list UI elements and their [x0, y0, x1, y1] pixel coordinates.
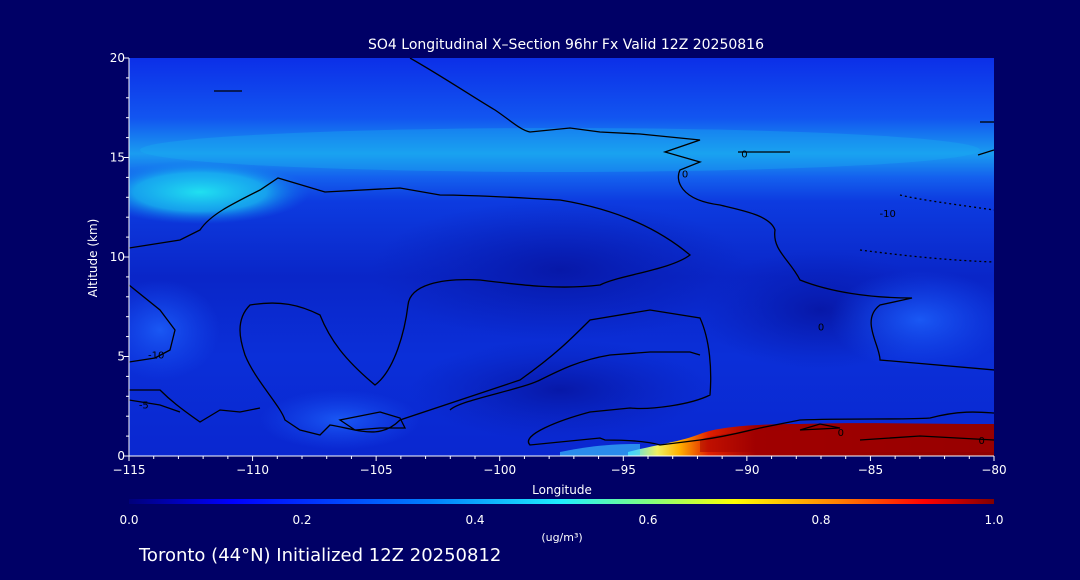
- y-tick-label: 0: [117, 449, 125, 463]
- colorbar-tick-label: 0.4: [465, 513, 484, 527]
- colorbar-tick-label: 0.6: [638, 513, 657, 527]
- y-tick-label: 10: [110, 250, 125, 264]
- contour-label: 0: [741, 150, 747, 161]
- x-tick-label: −95: [611, 463, 636, 477]
- colorbar-tick-label: 1.0: [984, 513, 1003, 527]
- x-tick-label: −90: [734, 463, 759, 477]
- x-tick-label: −105: [360, 463, 393, 477]
- contour-label: 0: [978, 436, 984, 447]
- y-axis-ticks: 0 5 10 15 20: [110, 51, 129, 463]
- concentration-field: [129, 58, 994, 456]
- colorbar-tick-label: 0.0: [119, 513, 138, 527]
- colorbar-label: (ug/m³): [541, 531, 582, 544]
- contour-label: -5: [139, 400, 149, 411]
- colorbar-tick-label: 0.2: [292, 513, 311, 527]
- chart-title: SO4 Longitudinal X–Section 96hr Fx Valid…: [368, 37, 764, 53]
- y-tick-label: 20: [110, 51, 125, 65]
- contour-label: 0: [682, 169, 688, 180]
- x-tick-label: −80: [981, 463, 1006, 477]
- colorbar-ticks: 0.0 0.2 0.4 0.6 0.8 1.0: [119, 513, 1003, 527]
- colorbar-tick-label: 0.8: [811, 513, 830, 527]
- contour-label: -10: [880, 209, 896, 220]
- contour-label: 0: [838, 428, 844, 439]
- chart-subtitle: Toronto (44°N) Initialized 12Z 20250812: [138, 545, 501, 566]
- x-tick-label: −100: [483, 463, 516, 477]
- x-tick-label: −115: [113, 463, 146, 477]
- colorbar: 0.0 0.2 0.4 0.6 0.8 1.0 (ug/m³): [119, 499, 1004, 544]
- x-axis-label: Longitude: [532, 483, 592, 497]
- x-tick-label: −85: [858, 463, 883, 477]
- contour-labels: 0 0 -10 -10 -5 0 0 0: [139, 150, 985, 448]
- y-tick-label: 15: [110, 151, 125, 165]
- contour-lines: [129, 58, 994, 446]
- x-tick-label: −110: [236, 463, 269, 477]
- contour-label: -10: [148, 351, 164, 362]
- y-tick-label: 5: [117, 350, 125, 364]
- x-axis-ticks: −115 −110 −105 −100 −95 −90 −85 −80: [113, 456, 1007, 477]
- colorbar-bar: [129, 499, 994, 504]
- y-axis-label: Altitude (km): [86, 219, 100, 298]
- contour-label: 0: [818, 323, 824, 334]
